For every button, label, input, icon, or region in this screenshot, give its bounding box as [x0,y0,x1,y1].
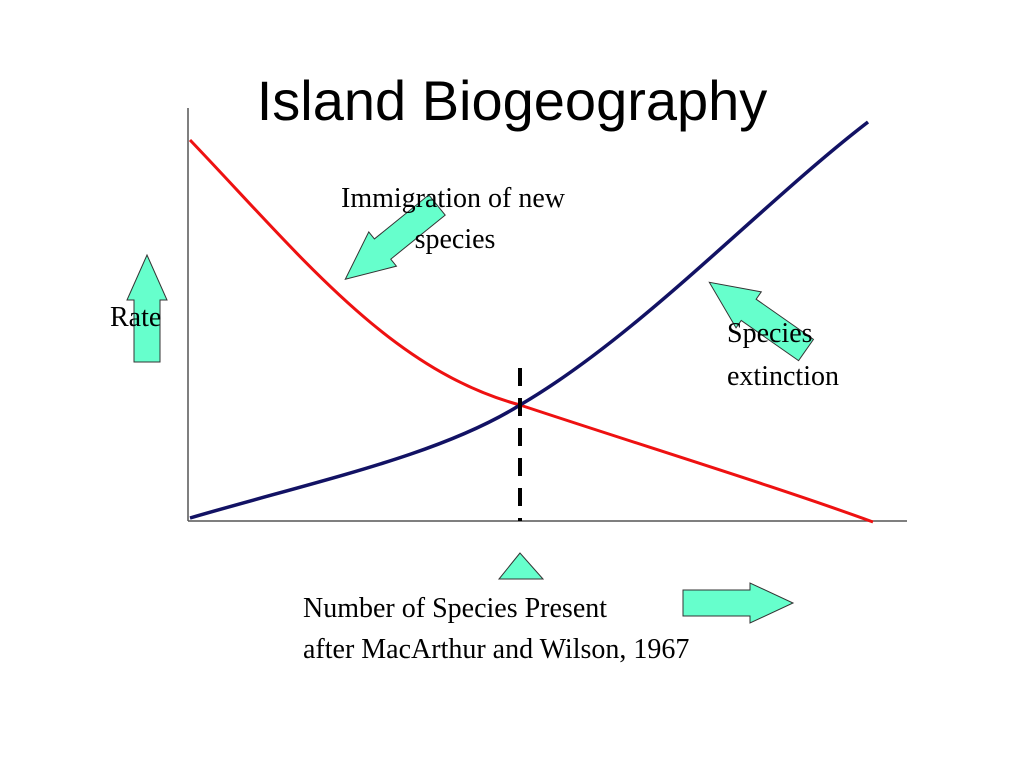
title: Island Biogeography [257,69,768,132]
x-label: Number of Species Present [303,593,607,624]
immigration-label: Immigration of new [341,183,566,214]
extinction-label: Species [727,318,813,349]
immigration-arrow [344,194,446,281]
species-arrow [682,582,795,624]
extinction-arrow [708,281,815,362]
rate-arrow [126,253,168,363]
immigration-label: species [415,224,496,255]
y-label: Rate [110,302,161,333]
extinction-label: extinction [727,361,839,392]
x-label-source: after MacArthur and Wilson, 1967 [303,634,689,665]
extinction-curve [189,120,870,520]
equilibrium-marker [497,552,545,580]
